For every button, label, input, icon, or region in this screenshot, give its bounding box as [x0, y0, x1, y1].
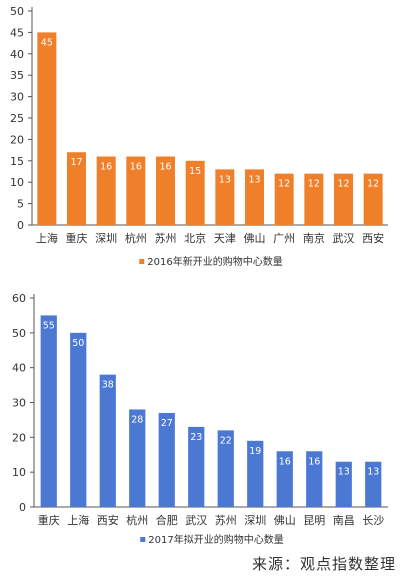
x-tick-label: 广州: [273, 232, 295, 245]
x-tick-label: 南昌: [333, 514, 355, 527]
data-label: 15: [189, 166, 201, 177]
bar: [96, 156, 116, 225]
y-tick-label: 10: [12, 466, 26, 479]
bar: [40, 315, 57, 507]
legend-swatch: [139, 259, 145, 264]
data-label: 23: [190, 432, 202, 443]
x-tick-label: 天津: [214, 232, 236, 245]
x-tick-label: 合肥: [156, 513, 178, 527]
bar: [156, 156, 175, 225]
y-tick-label: 35: [10, 69, 24, 82]
y-tick-label: 0: [17, 219, 24, 232]
y-tick-label: 10: [10, 176, 24, 189]
x-tick-label: 佛山: [244, 232, 266, 245]
legend-swatch: [140, 537, 146, 542]
bar: [158, 412, 175, 507]
x-tick-label: 南京: [303, 231, 325, 245]
data-label: 16: [308, 456, 320, 467]
data-label: 13: [367, 467, 379, 478]
data-label: 28: [131, 414, 143, 425]
bar: [126, 156, 146, 225]
data-label: 13: [248, 174, 260, 185]
data-label: 12: [367, 179, 379, 190]
chart-2016-new-malls: 0 5 10 15 20 25 30 35 40 45 50 45 上海 17 重庆 16 深圳 16 杭州 16 苏州…: [10, 5, 388, 268]
bar: [67, 152, 86, 225]
data-label: 13: [219, 174, 231, 185]
y-tick-label: 45: [10, 26, 24, 39]
x-tick-label: 武汉: [185, 514, 207, 527]
bar: [215, 169, 235, 225]
x-tick-label: 深圳: [244, 514, 266, 527]
data-label: 12: [337, 179, 349, 190]
bar: [70, 332, 87, 507]
y-tick-label: 50: [12, 327, 26, 340]
x-tick-label: 上海: [67, 513, 89, 527]
x-tick-label: 上海: [36, 231, 58, 245]
x-tick-label: 佛山: [274, 514, 296, 527]
data-label: 38: [102, 380, 114, 391]
data-label: 16: [279, 456, 291, 467]
data-label: 22: [220, 435, 232, 446]
data-label: 16: [100, 162, 112, 173]
bar: [335, 461, 352, 507]
x-tick-label: 长沙: [362, 514, 384, 527]
data-label: 13: [338, 467, 350, 478]
y-tick-label: 15: [10, 155, 24, 168]
bar: [304, 173, 324, 225]
x-tick-label: 重庆: [66, 231, 88, 245]
bar: [363, 173, 383, 225]
x-tick-label: 西安: [362, 231, 384, 245]
y-tick-label: 0: [19, 501, 26, 514]
data-label: 55: [43, 320, 55, 331]
bar: [276, 451, 293, 507]
bar: [365, 461, 382, 507]
bar: [37, 32, 57, 226]
x-tick-label: 苏州: [155, 232, 177, 245]
data-label: 50: [72, 338, 84, 349]
y-tick-label: 25: [10, 112, 24, 125]
bar: [217, 430, 234, 507]
bar: [247, 440, 264, 507]
y-tick-label: 20: [12, 431, 26, 444]
x-tick-label: 苏州: [215, 514, 237, 527]
x-tick-label: 武汉: [333, 232, 355, 245]
legend-label: 2017年拟开业的购物中心数量: [148, 533, 283, 546]
data-label: 17: [70, 157, 82, 168]
data-label: 12: [278, 179, 290, 190]
y-tick-label: 30: [12, 397, 26, 410]
data-label: 16: [130, 162, 142, 173]
x-tick-label: 昆明: [303, 514, 325, 527]
y-tick-label: 40: [12, 362, 26, 375]
data-label: 27: [161, 418, 173, 429]
bar: [188, 426, 205, 507]
x-tick-label: 重庆: [38, 513, 60, 527]
y-tick-label: 5: [17, 198, 24, 211]
bar: [245, 169, 264, 225]
bar: [334, 173, 353, 225]
x-tick-label: 杭州: [126, 513, 148, 527]
x-tick-label: 杭州: [125, 231, 147, 245]
legend-label: 2016年新开业的购物中心数量: [147, 255, 282, 268]
x-tick-label: 西安: [97, 513, 119, 527]
x-tick-label: 深圳: [95, 232, 117, 245]
y-tick-label: 60: [12, 292, 26, 305]
data-label: 12: [308, 179, 320, 190]
data-label: 45: [41, 37, 53, 48]
y-tick-label: 50: [10, 5, 24, 18]
bar: [274, 173, 294, 225]
bar: [129, 409, 146, 507]
source-note: 来源：观点指数整理: [251, 555, 396, 573]
data-label: 19: [249, 446, 261, 457]
data-label: 16: [159, 162, 171, 173]
chart-2017-planned-malls: 0 10 20 30 40 50 60 55 重庆 50 上海 38 西安 28 杭州 27 合肥 23 武汉 22 苏…: [12, 292, 388, 546]
bar: [99, 374, 116, 507]
bar: [306, 451, 323, 507]
y-tick-label: 20: [10, 133, 24, 146]
y-tick-label: 40: [10, 48, 24, 61]
y-tick-label: 30: [10, 91, 24, 104]
x-tick-label: 北京: [184, 231, 206, 245]
bar: [185, 160, 205, 225]
